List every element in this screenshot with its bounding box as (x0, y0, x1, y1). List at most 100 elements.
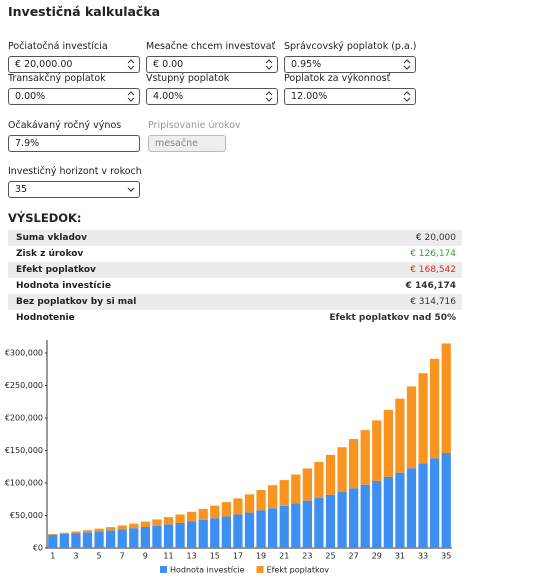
bar-segment (117, 525, 127, 530)
bar-segment (82, 530, 93, 533)
input-value: mesačne (155, 138, 198, 149)
bar-segment (291, 503, 301, 548)
field-label: Správcovský poplatok (p.a.) (284, 41, 417, 52)
select[interactable]: 35 (8, 181, 140, 198)
field-label: Mesačne chcem investovať (146, 41, 276, 52)
legend-label: Hodnota investície (170, 566, 245, 575)
result-title: VÝSLEDOK: (8, 211, 82, 225)
x-tick-label: 21 (279, 552, 289, 561)
field-label: Transakčný poplatok (8, 73, 106, 84)
bar-segment (59, 532, 69, 534)
bar-segment (152, 525, 162, 548)
bar-segment (117, 529, 127, 548)
bar-segment (175, 522, 185, 548)
x-tick-label: 5 (97, 552, 102, 561)
bar-segment (163, 524, 174, 548)
spinner[interactable] (403, 58, 411, 71)
bar-segment (395, 472, 405, 548)
x-tick-label: 25 (325, 552, 335, 561)
bar-segment (279, 480, 289, 506)
bar-segment (430, 458, 440, 548)
result-value: € 314,716 (410, 297, 456, 307)
bar-segment (349, 438, 359, 489)
bar-segment (59, 533, 69, 548)
bar-segment (129, 528, 139, 548)
result-value: € 20,000 (415, 233, 456, 243)
dropdown-icon[interactable] (127, 183, 135, 196)
bar-segment (302, 500, 312, 548)
bar-segment (279, 505, 289, 548)
input[interactable]: 7.9% (8, 135, 140, 152)
bar-segment (337, 447, 347, 492)
bar-segment (129, 523, 139, 529)
input-value: 7.9% (15, 138, 40, 149)
input[interactable]: 4.00% (146, 88, 278, 105)
input[interactable]: 12.00% (284, 88, 416, 105)
bar-segment (372, 420, 382, 481)
x-tick-label: 31 (395, 552, 405, 561)
bar-segment (233, 514, 243, 548)
spinner[interactable] (127, 58, 135, 71)
x-tick-label: 9 (143, 552, 148, 561)
bar-segment (337, 491, 347, 548)
legend-label: Efekt poplatkov (267, 566, 330, 575)
bar-segment (441, 452, 451, 548)
bar-segment (268, 485, 278, 509)
y-tick-label: €100,000 (5, 479, 43, 488)
spinner[interactable] (127, 90, 135, 103)
spinner[interactable] (265, 90, 273, 103)
bar-segment (221, 516, 231, 548)
input[interactable]: 0.00% (8, 88, 140, 105)
result-label: Hodnotenie (16, 313, 75, 323)
x-tick-label: 11 (163, 552, 173, 561)
input-value: 0.95% (291, 59, 322, 70)
bar-segment (256, 510, 266, 548)
result-row: Efekt poplatkov € 168,542 (8, 262, 462, 278)
bar-segment (71, 533, 81, 548)
y-tick-label: €50,000 (10, 511, 43, 520)
bar-segment (314, 497, 324, 548)
page-title: Investičná kalkulačka (8, 4, 161, 19)
bar-segment (325, 494, 336, 548)
x-tick-label: 17 (233, 552, 243, 561)
input[interactable]: € 20,000.00 (8, 56, 140, 73)
field-label: Investičný horizont v rokoch (8, 166, 142, 177)
bar-segment (349, 488, 359, 548)
bar-segment (268, 508, 278, 548)
field-label: Očakávaný ročný výnos (8, 120, 122, 131)
bar-segment (140, 526, 150, 548)
input-value: € 20,000.00 (15, 59, 73, 70)
bar-segment (233, 498, 243, 515)
bar-segment (221, 502, 231, 517)
x-tick-label: 7 (120, 552, 125, 561)
bar-segment (372, 480, 382, 548)
bar-segment (82, 532, 93, 548)
x-tick-label: 1 (50, 552, 55, 561)
bar-segment (48, 534, 58, 548)
x-tick-label: 15 (210, 552, 220, 561)
input: mesačne (148, 135, 226, 152)
input[interactable]: 0.95% (284, 56, 416, 73)
bar-segment (163, 517, 174, 525)
spinner[interactable] (403, 90, 411, 103)
field-label: Vstupný poplatok (146, 73, 230, 84)
spinner[interactable] (265, 58, 273, 71)
input-value: 4.00% (153, 91, 184, 102)
bar-segment (244, 512, 255, 548)
x-tick-label: 33 (418, 552, 428, 561)
result-row: Hodnotenie Efekt poplatkov nad 50% (8, 310, 462, 326)
bar-segment (210, 505, 220, 519)
legend-swatch (160, 566, 167, 573)
bar-segment (418, 463, 428, 548)
bar-segment (106, 527, 116, 531)
bar-segment (94, 531, 104, 548)
y-tick-label: €300,000 (5, 349, 43, 358)
bar-segment (430, 358, 440, 459)
bar-segment (198, 519, 208, 548)
x-tick-label: 3 (73, 552, 78, 561)
bar-segment (291, 474, 301, 504)
input[interactable]: € 0.00 (146, 56, 278, 73)
x-tick-label: 13 (187, 552, 197, 561)
bar-segment (244, 494, 255, 513)
bar-segment (48, 533, 58, 535)
